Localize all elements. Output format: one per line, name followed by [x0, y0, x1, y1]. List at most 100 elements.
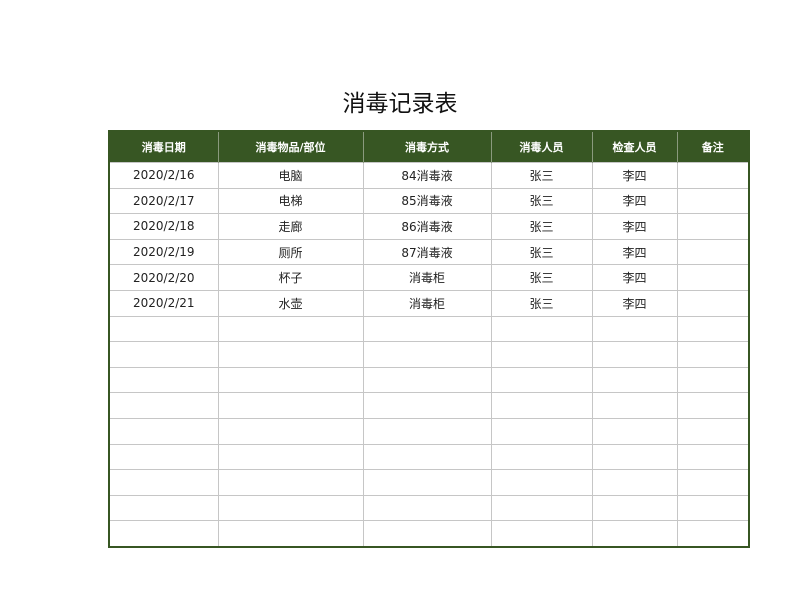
table-cell[interactable]: 厕所	[217, 238, 364, 266]
table-cell[interactable]	[676, 469, 750, 496]
column-header: 消毒人员	[490, 131, 592, 163]
table-cell[interactable]: 李四	[591, 213, 678, 240]
table-cell[interactable]	[362, 417, 492, 445]
table-cell[interactable]	[109, 341, 219, 368]
table-cell[interactable]: 李四	[591, 289, 678, 317]
table-cell[interactable]: 消毒柜	[362, 289, 492, 317]
table-cell[interactable]: 电脑	[217, 162, 364, 189]
table-cell[interactable]	[676, 341, 750, 368]
column-header: 消毒日期	[109, 131, 218, 163]
table-cell[interactable]	[676, 392, 750, 419]
table-cell[interactable]: 电梯	[217, 187, 364, 215]
table-cell[interactable]	[109, 443, 219, 471]
table-cell[interactable]	[217, 494, 364, 522]
table-cell[interactable]	[591, 417, 678, 445]
table-cell[interactable]: 李四	[591, 187, 678, 215]
table-cell[interactable]	[217, 366, 364, 394]
table-cell[interactable]: 2020/2/20	[109, 264, 219, 291]
table-cell[interactable]: 2020/2/16	[109, 162, 219, 189]
table-cell[interactable]	[362, 341, 492, 368]
page-title: 消毒记录表	[342, 91, 458, 117]
table-cell[interactable]: 2020/2/18	[109, 213, 219, 240]
table-cell[interactable]: 2020/2/17	[109, 187, 219, 215]
table-cell[interactable]: 张三	[490, 162, 593, 189]
table-cell[interactable]	[362, 469, 492, 496]
table-cell[interactable]	[490, 443, 593, 471]
table-cell[interactable]	[676, 238, 750, 266]
table-cell[interactable]	[490, 315, 593, 343]
table-cell[interactable]: 李四	[591, 238, 678, 266]
table-cell[interactable]	[490, 520, 593, 548]
table-cell[interactable]	[591, 520, 678, 548]
table-cell[interactable]	[217, 443, 364, 471]
table-cell[interactable]	[109, 520, 219, 548]
table-cell[interactable]	[676, 187, 750, 215]
table-cell[interactable]	[490, 494, 593, 522]
table-cell[interactable]	[217, 417, 364, 445]
table-cell[interactable]	[676, 213, 750, 240]
table-cell[interactable]	[676, 264, 750, 291]
table-cell[interactable]: 张三	[490, 213, 593, 240]
table-cell[interactable]	[362, 366, 492, 394]
table-cell[interactable]	[591, 315, 678, 343]
table-cell[interactable]: 走廊	[217, 213, 364, 240]
table-cell[interactable]	[676, 443, 750, 471]
table-cell[interactable]	[591, 469, 678, 496]
table-cell[interactable]	[362, 520, 492, 548]
table-cell[interactable]	[217, 315, 364, 343]
table-cell[interactable]	[676, 315, 750, 343]
table-cell[interactable]: 84消毒液	[362, 162, 492, 189]
table-cell[interactable]	[591, 341, 678, 368]
table-cell[interactable]	[362, 315, 492, 343]
table-row	[109, 315, 750, 343]
table-cell[interactable]	[676, 417, 750, 445]
table-cell[interactable]	[490, 417, 593, 445]
table-cell[interactable]	[676, 289, 750, 317]
table-cell[interactable]	[217, 392, 364, 419]
table-cell[interactable]: 水壶	[217, 289, 364, 317]
table-row: 2020/2/19 厕所 87消毒液 张三 李四	[109, 238, 750, 266]
table-cell[interactable]: 86消毒液	[362, 213, 492, 240]
table-cell[interactable]	[217, 341, 364, 368]
table-cell[interactable]	[591, 494, 678, 522]
table-cell[interactable]	[109, 392, 219, 419]
table-cell[interactable]	[109, 494, 219, 522]
table-cell[interactable]: 张三	[490, 238, 593, 266]
table-cell[interactable]	[676, 162, 750, 189]
table-cell[interactable]	[676, 494, 750, 522]
table-cell[interactable]	[490, 469, 593, 496]
table-cell[interactable]: 87消毒液	[362, 238, 492, 266]
table-cell[interactable]	[490, 341, 593, 368]
table-cell[interactable]	[362, 443, 492, 471]
table-cell[interactable]	[217, 520, 364, 548]
table-cell[interactable]	[490, 366, 593, 394]
table-cell[interactable]: 2020/2/21	[109, 289, 219, 317]
table-cell[interactable]	[591, 392, 678, 419]
table-cell[interactable]: 85消毒液	[362, 187, 492, 215]
table-cell[interactable]	[217, 469, 364, 496]
table-row	[109, 469, 750, 496]
table-row	[109, 417, 750, 445]
column-header: 检查人员	[591, 131, 677, 163]
table-cell[interactable]	[109, 417, 219, 445]
table-cell[interactable]: 张三	[490, 187, 593, 215]
table-cell[interactable]	[676, 366, 750, 394]
table-cell[interactable]	[676, 520, 750, 548]
table-cell[interactable]	[109, 469, 219, 496]
table-cell[interactable]	[591, 366, 678, 394]
table-cell[interactable]: 张三	[490, 264, 593, 291]
table-cell[interactable]	[109, 366, 219, 394]
table-cell[interactable]: 李四	[591, 162, 678, 189]
table-row: 2020/2/21 水壶 消毒柜 张三 李四	[109, 289, 750, 317]
table-cell[interactable]: 2020/2/19	[109, 238, 219, 266]
table-cell[interactable]	[109, 315, 219, 343]
table-cell[interactable]: 张三	[490, 289, 593, 317]
table-cell[interactable]: 李四	[591, 264, 678, 291]
table-cell[interactable]	[362, 392, 492, 419]
table-row	[109, 392, 750, 419]
table-cell[interactable]: 杯子	[217, 264, 364, 291]
table-cell[interactable]	[490, 392, 593, 419]
table-cell[interactable]	[591, 443, 678, 471]
table-cell[interactable]: 消毒柜	[362, 264, 492, 291]
table-cell[interactable]	[362, 494, 492, 522]
